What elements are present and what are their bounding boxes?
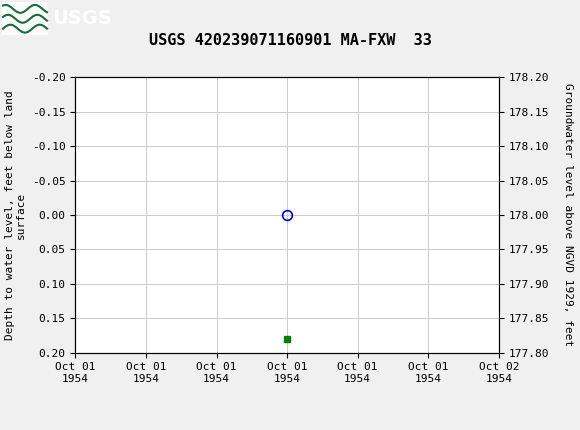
FancyBboxPatch shape <box>2 2 48 34</box>
Y-axis label: Groundwater level above NGVD 1929, feet: Groundwater level above NGVD 1929, feet <box>563 83 573 347</box>
Text: USGS 420239071160901 MA-FXW  33: USGS 420239071160901 MA-FXW 33 <box>148 34 432 48</box>
Y-axis label: Depth to water level, feet below land
surface: Depth to water level, feet below land su… <box>5 90 26 340</box>
Text: USGS: USGS <box>52 9 112 28</box>
